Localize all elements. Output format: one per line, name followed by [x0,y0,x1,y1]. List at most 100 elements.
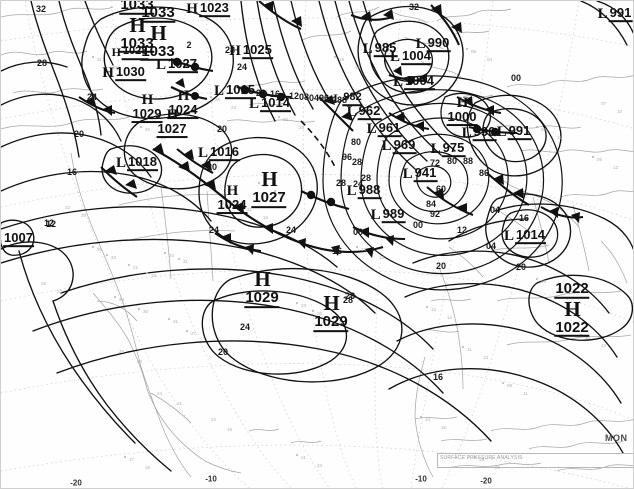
high-symbol-icon: H [564,296,580,321]
pressure-value-label: 1014 [515,227,546,244]
low-symbol-icon: L [390,48,400,65]
low-symbol-icon: L [597,5,608,22]
isobar-label: 20 [435,261,447,271]
svg-text:13: 13 [601,343,607,348]
svg-text:25: 25 [119,349,125,354]
high-pressure-marker: 1033 H 1033 [140,5,176,62]
pressure-value-label: 1014 [260,95,291,112]
svg-text:14: 14 [425,417,431,422]
low-symbol-icon: L [415,35,426,52]
pressure-value-label: 1033 [119,1,155,15]
low-pressure-marker: L 1004 [390,49,432,65]
high-symbol-icon: H [226,183,239,200]
isobar-label: 12 [288,91,300,101]
svg-text:29: 29 [113,65,119,70]
low-symbol-icon: L [333,91,341,106]
svg-text:24: 24 [279,191,285,196]
isobar-label: 20 [216,124,228,134]
svg-text:31: 31 [173,319,179,324]
isobar-label: 16 [66,167,78,177]
svg-text:22: 22 [137,359,143,364]
svg-text:12: 12 [557,287,563,292]
pressure-value-label: 1027 [156,121,188,138]
low-pressure-marker: L 988 [347,183,382,199]
occluded-fronts [170,74,426,101]
isobar-label: 00 [412,220,424,230]
svg-text:09: 09 [597,157,603,162]
high-symbol-icon: H [177,88,190,105]
low-symbol-icon: L [381,137,392,154]
pressure-value-label: 1024 [167,102,199,119]
svg-text:25: 25 [299,125,305,130]
pressure-value-label: 1004 [401,48,432,65]
svg-text:26: 26 [41,281,47,286]
low-pressure-marker: L 991 [497,124,532,140]
pressure-value-label: 1029 [313,313,349,332]
isobar-label: 80 [446,156,458,166]
high-symbol-icon: H [456,95,469,112]
low-symbol-icon: L [198,144,208,161]
pressure-value-label: 1004 [404,73,435,90]
isobar-label: 80 [350,137,362,147]
isobar-label: 96 [341,152,353,162]
svg-text:04: 04 [487,57,493,62]
low-pressure-marker: L 961 [367,121,402,137]
high-symbol-icon: H [150,20,166,45]
svg-text:33: 33 [111,255,117,260]
high-pressure-marker: H 1027 [251,169,287,208]
pressure-value-label: 989 [381,206,406,223]
low-symbol-icon: L [504,227,514,244]
high-symbol-icon: H [323,291,339,316]
svg-text:27: 27 [263,183,269,188]
high-symbol-icon: H [229,42,241,59]
svg-text:09: 09 [541,279,547,284]
isobar-label: 92 [326,95,338,105]
pressure-value-label: 1000 [446,109,478,126]
isobar-label: 28 [224,45,236,55]
svg-text:12: 12 [613,165,619,170]
svg-text:23: 23 [301,303,307,308]
isobar-label: 72 [429,158,441,168]
low-symbol-icon: L [116,154,126,171]
svg-text:32: 32 [65,205,71,210]
high-pressure-marker: H 1027 [156,107,188,138]
low-pressure-marker: L1007 [1,231,34,247]
pressure-value-label: 1027 [251,189,287,208]
isobars [1,1,633,472]
isobar-label: 12 [43,218,55,228]
pressure-value-label: 991 [507,123,532,140]
pressure-value-label: 969 [392,137,417,154]
svg-text:16: 16 [355,65,361,70]
svg-text:24: 24 [317,463,323,468]
isobar-label: 04 [485,241,497,251]
low-symbol-icon: L [366,120,377,137]
svg-text:24: 24 [119,297,125,302]
svg-text:18: 18 [339,57,345,62]
pressure-value-label: 1027 [167,56,198,73]
isobar-label: 04 [308,93,320,103]
pressure-value-label: 1028 [121,46,149,60]
svg-text:22: 22 [283,117,289,122]
low-symbol-icon: L [1,231,2,246]
isobar-label: 16 [432,372,444,382]
isobar-label: 24 [236,62,248,72]
svg-text:21: 21 [177,401,183,406]
high-pressure-marker: H 1028 [112,46,149,60]
svg-text:31: 31 [183,259,189,264]
low-pressure-marker: L 969 [382,138,417,154]
isobar-label: 20 [255,88,267,98]
high-pressure-marker: H 1025 [229,43,273,59]
pressure-value-label: 1025 [241,42,273,59]
low-symbol-icon: L [496,123,507,140]
isobar-label: 12 [45,219,57,229]
pressure-value-label: 990 [426,35,451,52]
low-pressure-marker: L 1018 [116,155,158,171]
svg-text:23: 23 [231,105,237,110]
isobar-label: 16 [331,246,343,256]
isobar-label: 20 [206,162,218,172]
isobar-label: 20 [217,347,229,357]
pressure-value-label: 975 [441,140,466,157]
svg-text:19: 19 [227,427,233,432]
high-pressure-marker: H 1024 [167,88,199,119]
svg-text:18: 18 [151,273,157,278]
